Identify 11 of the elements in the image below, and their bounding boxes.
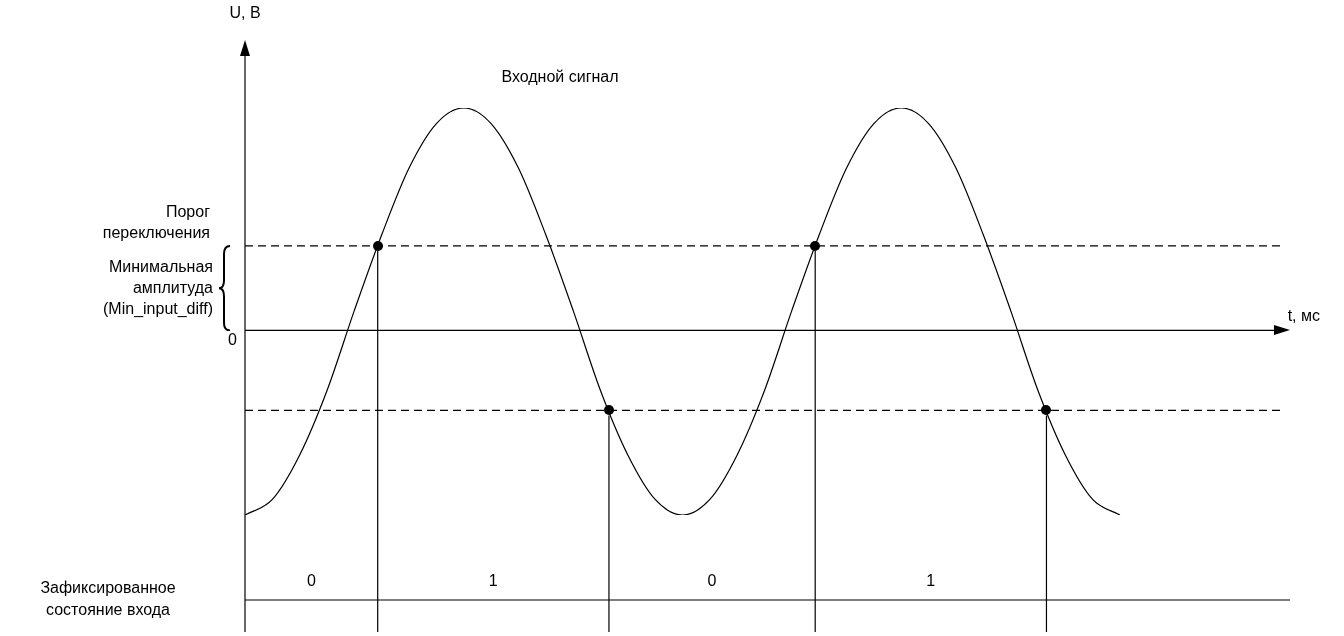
ref-line-label: Порог переключения [102,202,211,241]
text: 0 [306,572,316,590]
text: t, мс [1287,306,1320,324]
text: Минимальная амплитуда (Min_input_diff) [103,257,214,318]
text: 1 [926,572,936,590]
text: Зафиксированное состояние входа [40,579,176,619]
text: 0 [707,572,717,590]
annotation: 0 [228,330,238,348]
text: U, В [229,4,261,22]
text: 1 [488,572,498,590]
chart-title: Входной сигнал [501,68,619,86]
